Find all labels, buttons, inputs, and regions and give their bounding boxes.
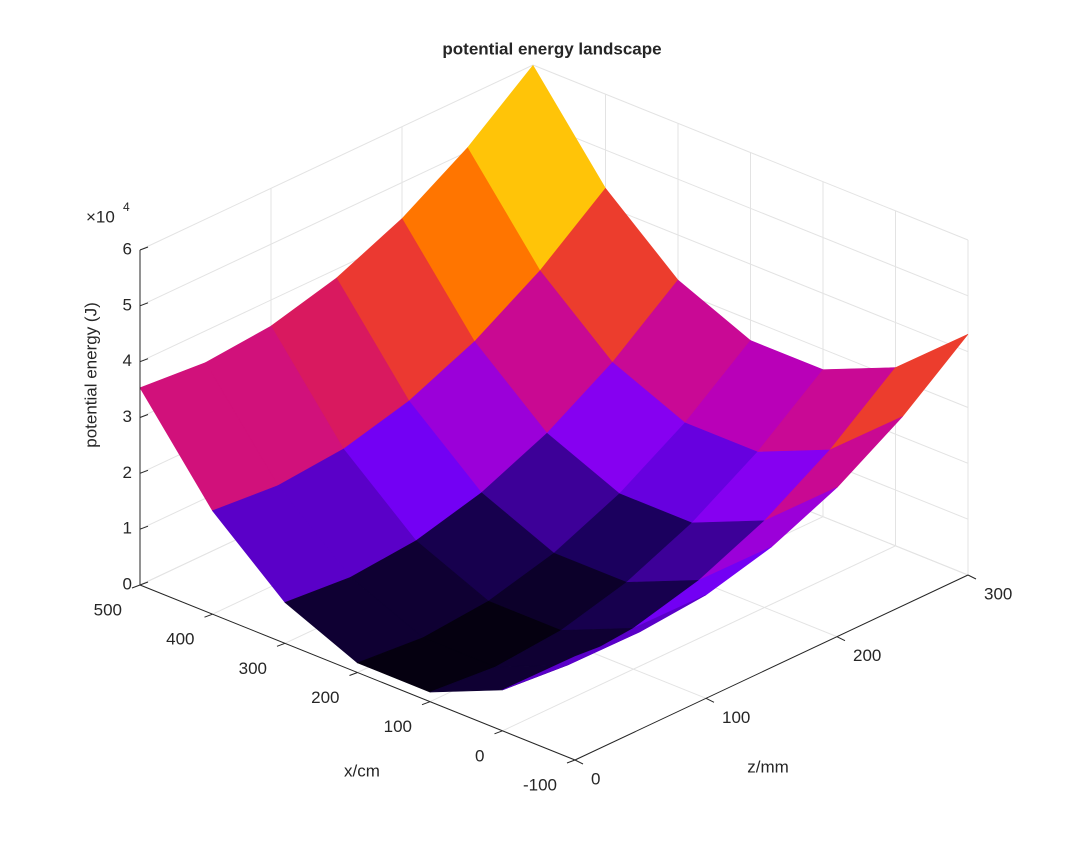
- x-tick-label: 400: [166, 630, 194, 649]
- y-tick-label: 0: [591, 769, 600, 788]
- x-tick: [349, 672, 358, 676]
- z-tick-label: 2: [123, 463, 132, 482]
- x-tick: [421, 701, 431, 706]
- y-tick: [967, 574, 977, 580]
- y-axis-label: z/mm: [747, 757, 789, 776]
- y-tick-label: 300: [984, 584, 1012, 603]
- z-tick: [139, 525, 149, 530]
- x-tick: [276, 642, 286, 647]
- x-axis-label: x/cm: [344, 761, 380, 780]
- y-tick-label: 200: [853, 646, 881, 665]
- x-tick: [131, 584, 141, 589]
- z-tick-label: 4: [123, 351, 132, 370]
- axis-line: [574, 574, 969, 761]
- surface: [139, 64, 969, 693]
- grid-line: [532, 120, 969, 297]
- x-tick: [566, 759, 576, 764]
- z-tick-label: 1: [123, 519, 132, 538]
- y-tick: [574, 759, 584, 765]
- y-tick: [705, 697, 715, 703]
- z-multiplier-base: ×10: [86, 207, 115, 226]
- z-tick: [139, 469, 149, 474]
- grid-line: [139, 64, 534, 251]
- z-tick: [139, 246, 149, 251]
- x-tick-label: -100: [523, 775, 557, 794]
- x-tick-label: 500: [94, 600, 122, 619]
- z-axis-label: potential energy (J): [81, 302, 100, 448]
- z-multiplier-exponent: 4: [123, 200, 130, 214]
- z-tick-label: 3: [123, 407, 132, 426]
- x-tick: [204, 613, 213, 618]
- z-tick: [139, 414, 149, 418]
- x-tick-label: 100: [384, 717, 412, 736]
- z-tick: [139, 581, 149, 586]
- x-tick-label: 300: [239, 659, 267, 678]
- surface-patch: [502, 631, 641, 691]
- chart-title: potential energy landscape: [442, 39, 661, 58]
- x-tick-label: 0: [475, 746, 484, 765]
- z-tick-label: 0: [123, 574, 132, 593]
- grid-line: [532, 64, 969, 241]
- x-tick: [494, 730, 503, 735]
- y-tick: [836, 636, 846, 642]
- z-tick: [139, 302, 149, 307]
- z-tick-label: 5: [123, 295, 132, 314]
- y-tick-label: 100: [722, 708, 750, 727]
- z-tick-label: 6: [123, 239, 132, 258]
- x-tick-label: 200: [311, 688, 339, 707]
- z-tick: [139, 358, 149, 363]
- grid-line: [502, 545, 896, 732]
